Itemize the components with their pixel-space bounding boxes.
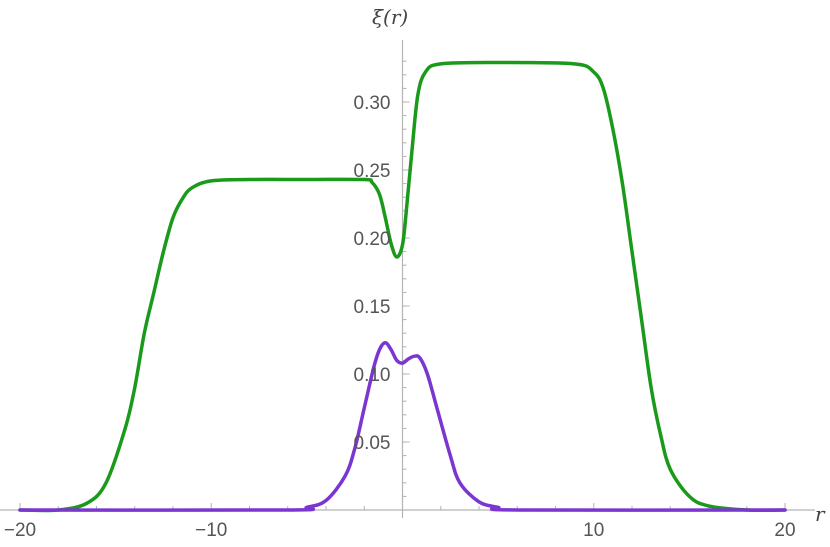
series-lines [18, 60, 787, 513]
series-line-1 [18, 60, 787, 513]
y-tick-label: 0.10 [354, 365, 391, 386]
y-tick-label: 0.25 [354, 161, 391, 182]
y-tick-label: 0.20 [354, 229, 391, 250]
y-tick-label: 0.05 [354, 433, 391, 454]
x-tick-label: 20 [774, 520, 795, 541]
axes [0, 40, 815, 518]
x-tick-label: 10 [583, 520, 604, 541]
y-axis-label: ξ(r) [372, 5, 408, 29]
y-tick-label: 0.15 [354, 297, 391, 318]
x-axis-label: r [815, 502, 826, 526]
y-tick-label: 0.30 [354, 93, 391, 114]
x-tick-label: −10 [195, 520, 227, 541]
x-tick-label: −20 [4, 520, 36, 541]
tick-labels: −20 −10 10 20 0.05 0.10 0.15 0.20 0.25 0.30 [4, 93, 796, 541]
series-line-2 [18, 340, 787, 512]
